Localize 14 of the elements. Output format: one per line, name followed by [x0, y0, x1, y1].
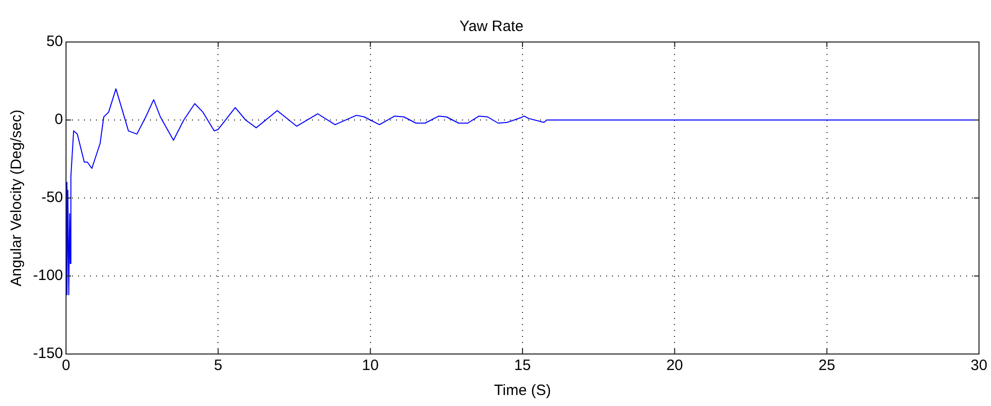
y-axis-title: Angular Velocity (Deg/sec)	[8, 110, 26, 286]
x-tick-label: 15	[514, 357, 531, 374]
y-tick-label: -50	[41, 189, 64, 206]
x-tick-label: 25	[818, 357, 836, 374]
x-tick-label: 20	[666, 357, 684, 374]
x-axis-title: Time (S)	[494, 382, 551, 400]
x-tick-label: 30	[970, 357, 988, 374]
x-tick-label: 5	[214, 357, 222, 374]
y-tick-label: 0	[54, 111, 64, 128]
y-tick-label: 50	[46, 33, 64, 50]
y-tick-label: -100	[32, 267, 64, 284]
chart-title: Yaw Rate	[460, 18, 524, 36]
y-tick-label: -150	[32, 345, 64, 362]
x-tick-label: 10	[362, 357, 379, 374]
